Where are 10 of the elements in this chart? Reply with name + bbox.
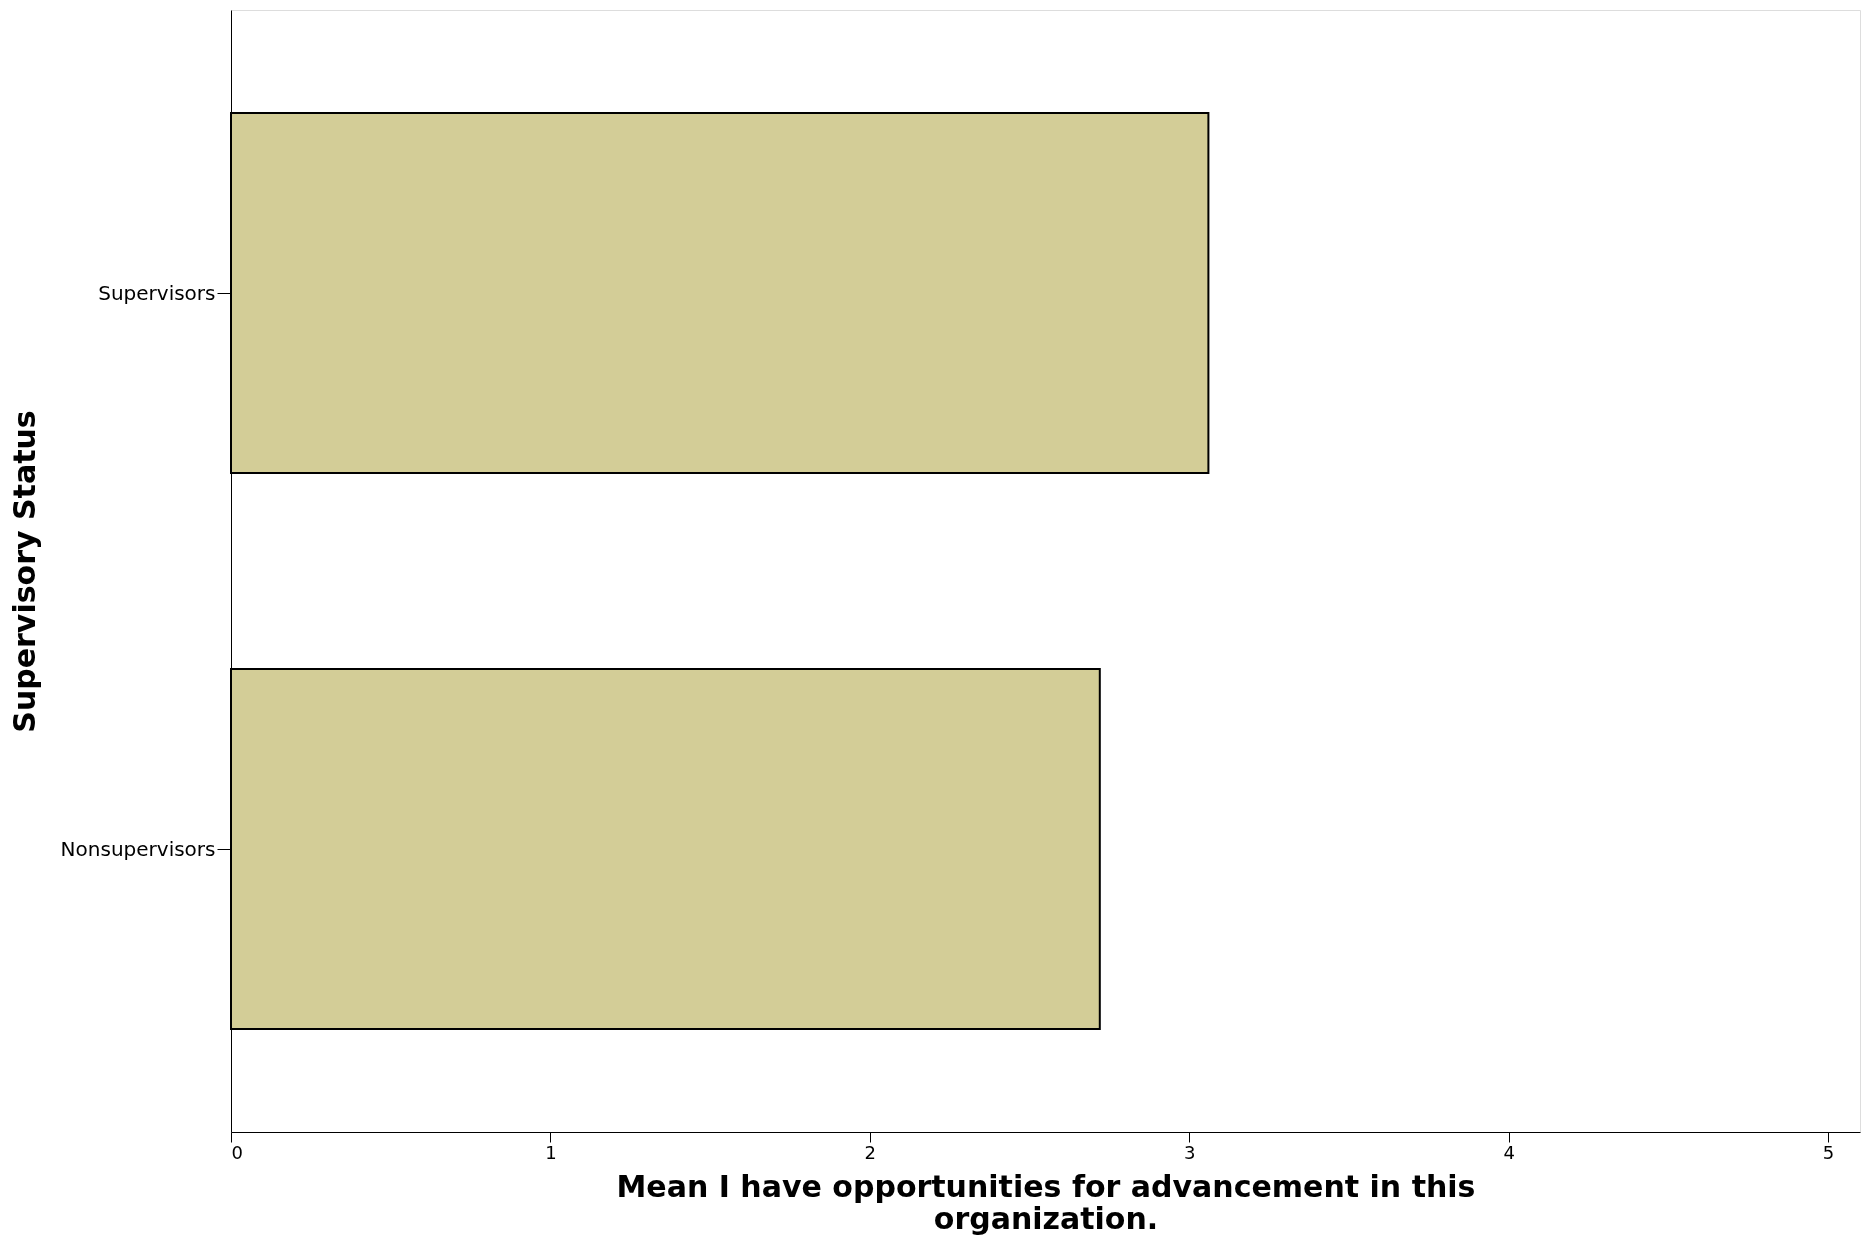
x-tick-label: 1 [545, 1141, 557, 1163]
x-tick-label: 5 [1822, 1141, 1835, 1163]
x-tick-label: 3 [1184, 1141, 1196, 1163]
y-tick-label: Nonsupervisors [60, 836, 216, 861]
y-axis-title: Supervisory Status [6, 410, 42, 733]
x-tick-label: 4 [1503, 1141, 1515, 1163]
y-tick-label: Supervisors [98, 280, 216, 305]
x-tick-label: 2 [864, 1141, 877, 1163]
x-tick-label: 0 [231, 1141, 243, 1163]
x-axis-title: Mean I have opportunities for advancement in this organization. [616, 1168, 1476, 1236]
